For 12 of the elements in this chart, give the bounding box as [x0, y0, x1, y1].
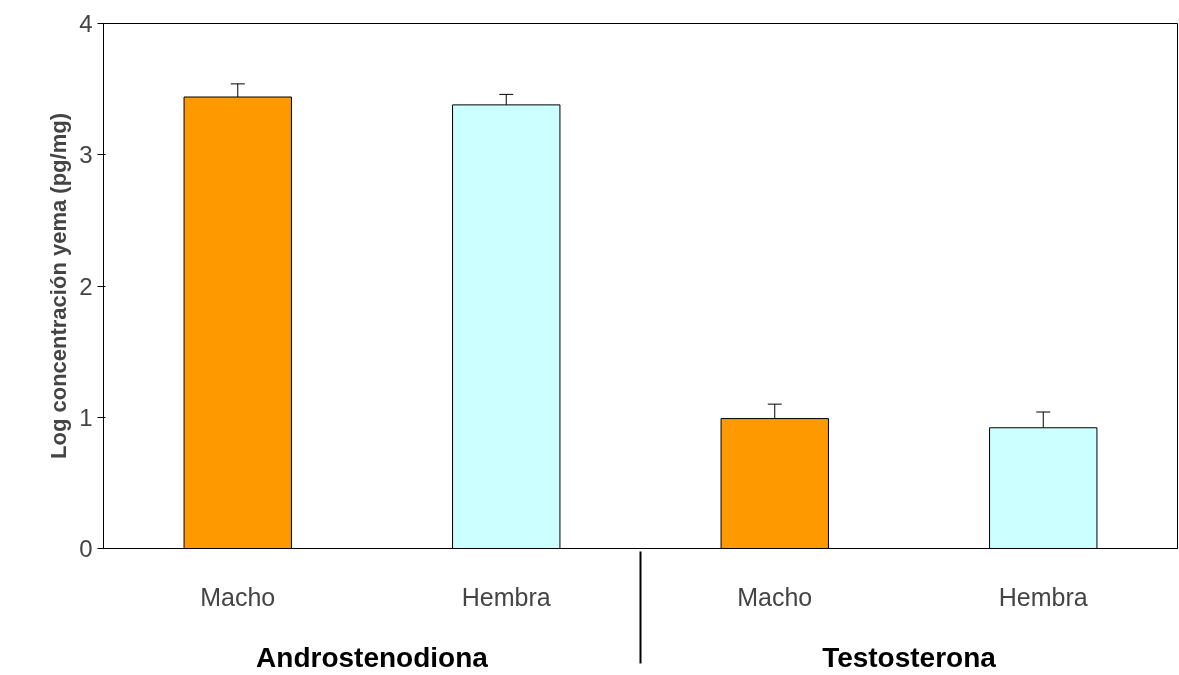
text: Androstenodiona [256, 641, 489, 673]
y-tick-label: 0 [79, 535, 93, 562]
text: Testosterona [822, 641, 997, 673]
y-tick-label: 3 [79, 141, 93, 169]
y-axis-title: Log concentración yema (pg/mg) [46, 113, 72, 459]
x-tick-label: Hembra [998, 582, 1088, 611]
y-tick-label: 4 [79, 10, 93, 37]
x-tick-label: Macho [200, 582, 276, 611]
y-tick-label: 2 [79, 272, 93, 300]
x-tick-label: Hembra [461, 582, 551, 611]
y-tick-label: 1 [79, 403, 93, 431]
x-tick-label: Macho [737, 582, 813, 611]
